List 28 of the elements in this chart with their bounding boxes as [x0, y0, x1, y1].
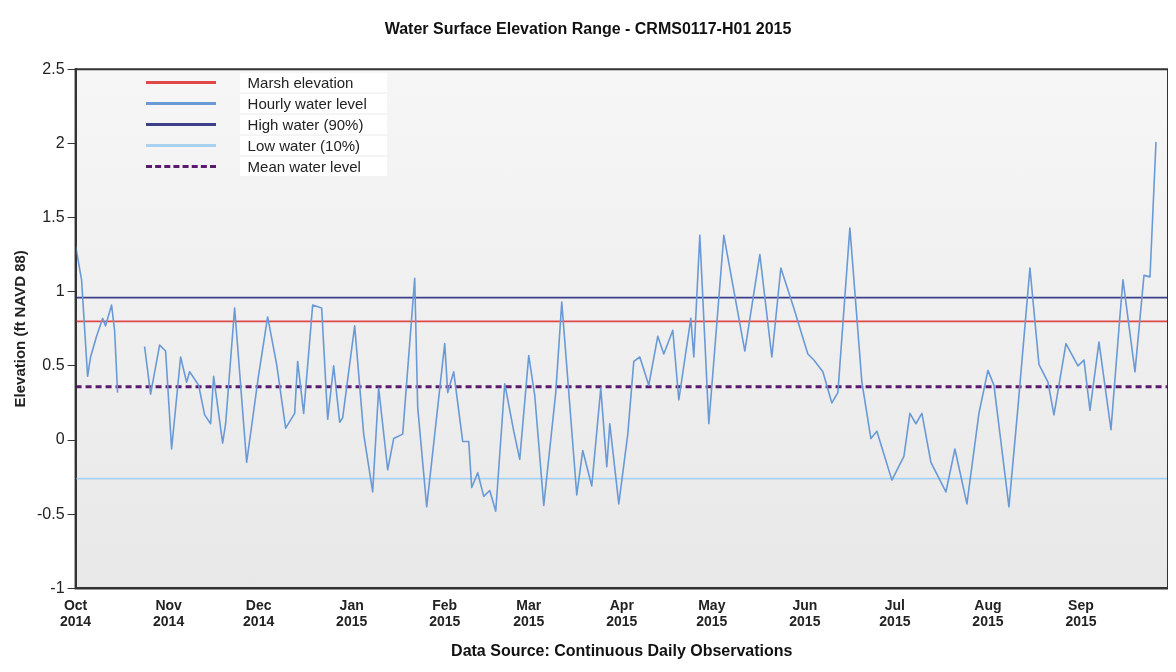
x-tick-label: Jun 2015 — [789, 596, 821, 630]
x-tick-label: May 2015 — [696, 596, 728, 630]
legend-label: High water (90%) — [239, 115, 387, 135]
legend-label: Low water (10%) — [239, 136, 387, 156]
legend-label: Mean water level — [239, 157, 387, 177]
y-tick-label: 1 — [55, 282, 65, 300]
x-tick-label: Jan 2015 — [336, 596, 368, 630]
y-tick-label: 0 — [55, 430, 65, 448]
x-tick-label: Dec 2014 — [243, 596, 275, 630]
legend-label: Marsh elevation — [239, 73, 387, 93]
y-tick-label: -0.5 — [36, 504, 65, 522]
x-tick-label: Mar 2015 — [513, 596, 545, 630]
x-tick-label: Oct 2014 — [59, 596, 92, 630]
x-tick-label: Nov 2014 — [153, 596, 185, 630]
chart-title: Water Surface Elevation Range - CRMS0117-H01 2015 — [384, 20, 792, 38]
x-tick-label: Feb 2015 — [429, 596, 461, 630]
x-tick-label: Apr 2015 — [606, 596, 638, 630]
source-note: Data Source: Continuous Daily Observations — [451, 642, 793, 660]
x-tick-label: Aug 2015 — [972, 596, 1004, 630]
y-axis-title: Elevation (ft NAVD 88) — [11, 250, 29, 408]
x-tick-label: Sep 2015 — [1065, 596, 1097, 630]
y-tick-label: 1.5 — [42, 207, 65, 225]
x-tick-label: Jul 2015 — [879, 596, 911, 630]
y-tick-label: 0.5 — [42, 356, 65, 374]
y-tick-label: 2.5 — [42, 59, 65, 77]
y-tick-label: -1 — [50, 578, 65, 596]
legend-label: Hourly water level — [239, 94, 387, 114]
y-tick-label: 2 — [55, 133, 65, 151]
